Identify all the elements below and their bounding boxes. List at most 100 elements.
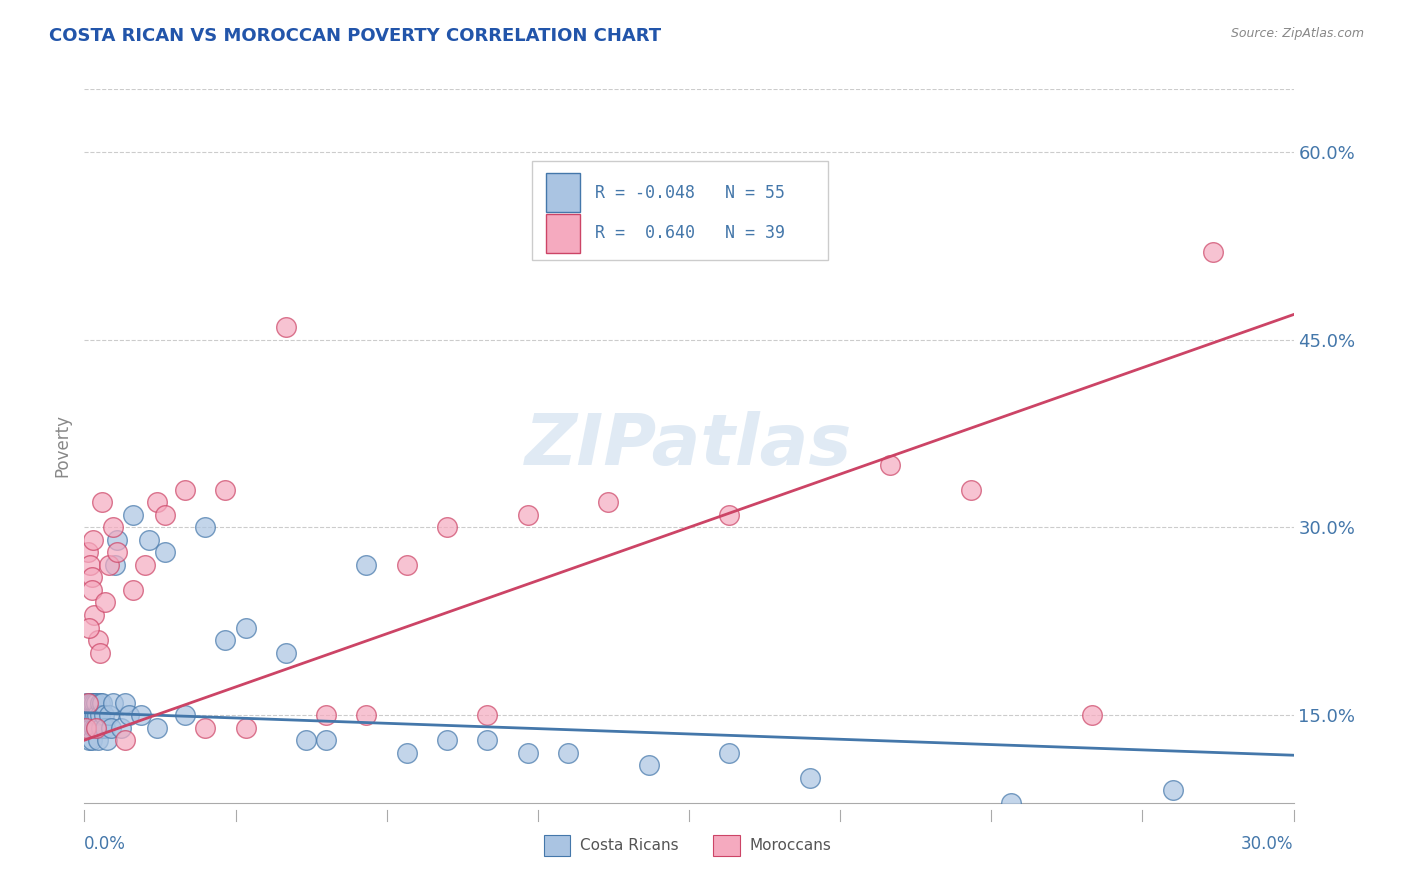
Point <box>79 558 101 572</box>
Point <box>80 721 103 735</box>
Point <box>83 607 105 622</box>
Point <box>637 758 659 772</box>
Point <box>395 746 418 760</box>
Point <box>90 721 112 735</box>
Point <box>598 495 620 509</box>
Point <box>121 508 143 522</box>
Point <box>77 733 100 747</box>
Point <box>77 621 100 635</box>
Text: 30.0%: 30.0% <box>1241 835 1294 853</box>
Point <box>89 708 111 723</box>
Point <box>77 545 100 559</box>
Point <box>97 558 120 572</box>
Point <box>84 708 107 723</box>
Text: 0.0%: 0.0% <box>84 835 127 853</box>
FancyBboxPatch shape <box>531 161 828 260</box>
Y-axis label: Poverty: Poverty <box>53 415 72 477</box>
FancyBboxPatch shape <box>713 835 740 856</box>
Point <box>83 721 105 735</box>
Point <box>1161 783 1184 797</box>
Point <box>214 483 236 497</box>
Point <box>138 533 160 547</box>
Point <box>82 533 104 547</box>
Point <box>118 708 141 723</box>
Point <box>93 708 115 723</box>
Text: Costa Ricans: Costa Ricans <box>581 838 679 853</box>
FancyBboxPatch shape <box>547 214 581 253</box>
Point <box>87 733 110 747</box>
Point <box>718 508 741 522</box>
FancyBboxPatch shape <box>547 173 581 212</box>
Point <box>356 708 378 723</box>
Point <box>274 320 297 334</box>
Point <box>86 708 108 723</box>
Point <box>101 520 124 534</box>
Point <box>516 508 538 522</box>
Point <box>356 558 378 572</box>
Point <box>79 708 101 723</box>
Point <box>75 696 97 710</box>
Point <box>97 708 120 723</box>
Point <box>557 746 579 760</box>
Point <box>129 708 152 723</box>
Point <box>79 696 101 710</box>
Point <box>799 771 821 785</box>
Point <box>93 721 115 735</box>
Point <box>114 733 136 747</box>
Point <box>93 595 115 609</box>
Point <box>235 721 257 735</box>
Point <box>1081 708 1104 723</box>
Point <box>76 696 98 710</box>
Text: Source: ZipAtlas.com: Source: ZipAtlas.com <box>1230 27 1364 40</box>
Point <box>436 733 458 747</box>
Point <box>80 696 103 710</box>
Point <box>879 458 901 472</box>
Point <box>110 721 132 735</box>
Point <box>91 495 114 509</box>
Point <box>174 483 197 497</box>
Point <box>516 746 538 760</box>
Point <box>194 520 217 534</box>
Point <box>153 545 176 559</box>
Point <box>1202 244 1225 259</box>
Point <box>134 558 156 572</box>
Point <box>89 646 111 660</box>
Point <box>75 721 97 735</box>
Point <box>101 696 124 710</box>
Point <box>82 708 104 723</box>
Point <box>91 696 114 710</box>
Text: R =  0.640   N = 39: R = 0.640 N = 39 <box>595 225 785 243</box>
Point <box>153 508 176 522</box>
Point <box>194 721 217 735</box>
Point <box>395 558 418 572</box>
Point <box>105 533 128 547</box>
Point <box>295 733 318 747</box>
Point <box>121 582 143 597</box>
Text: R = -0.048   N = 55: R = -0.048 N = 55 <box>595 184 785 202</box>
Point <box>86 721 108 735</box>
Point <box>235 621 257 635</box>
Point <box>96 733 118 747</box>
Point <box>114 696 136 710</box>
Point <box>83 696 105 710</box>
Point <box>960 483 983 497</box>
Point <box>274 646 297 660</box>
Text: ZIPatlas: ZIPatlas <box>526 411 852 481</box>
Text: Moroccans: Moroccans <box>749 838 831 853</box>
Point <box>174 708 197 723</box>
Point <box>77 708 100 723</box>
Point <box>315 708 337 723</box>
Point <box>76 721 98 735</box>
Point <box>1000 796 1022 810</box>
Point <box>89 696 111 710</box>
Point <box>214 633 236 648</box>
Point <box>100 721 122 735</box>
Point <box>477 733 499 747</box>
Point <box>104 558 127 572</box>
Point <box>146 721 169 735</box>
Point <box>105 545 128 559</box>
FancyBboxPatch shape <box>544 835 571 856</box>
Point <box>82 582 104 597</box>
Point <box>477 708 499 723</box>
Point <box>80 570 103 584</box>
